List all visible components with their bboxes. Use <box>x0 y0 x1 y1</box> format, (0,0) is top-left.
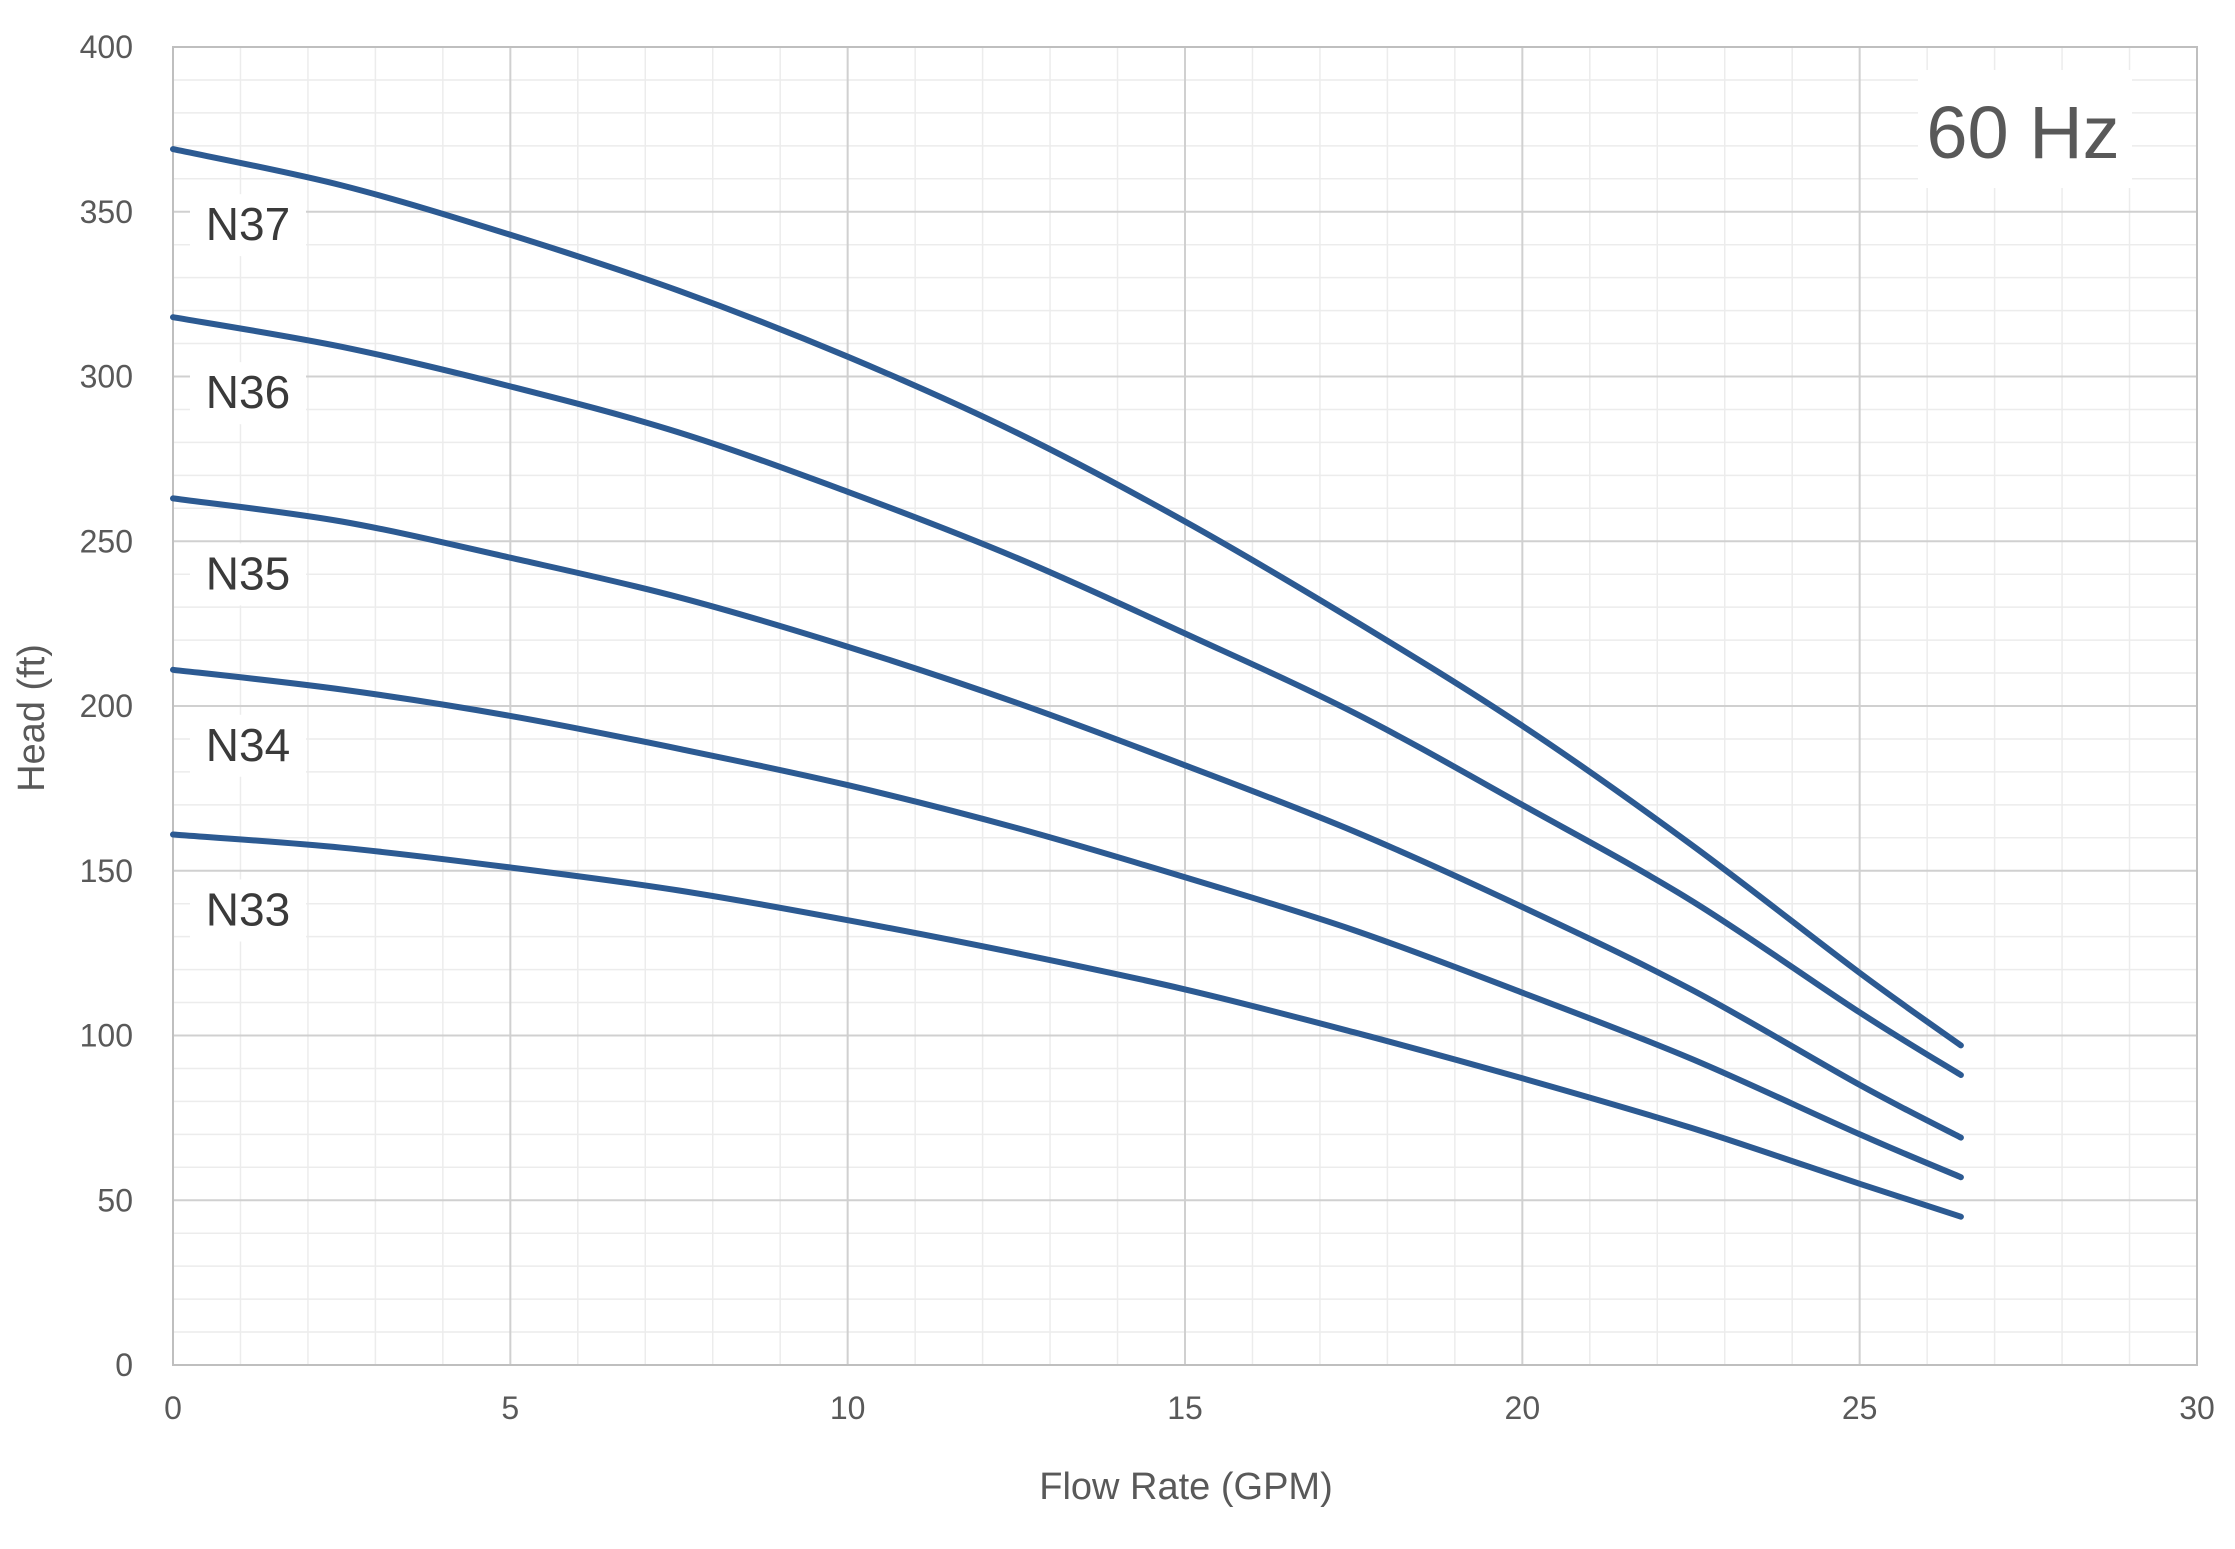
x-tick-label: 10 <box>830 1390 866 1426</box>
y-tick-labels: 0 50 100 150 200 250 300 350 400 <box>80 29 133 1383</box>
series-label-background <box>190 879 306 942</box>
y-tick-label: 200 <box>80 688 133 724</box>
series-labels: N37 N36 N35 N34 N33 <box>190 194 306 942</box>
series-line-n34 <box>170 666 1964 1181</box>
y-tick-label: 250 <box>80 523 133 559</box>
x-tick-label: 5 <box>501 1390 519 1426</box>
series-label-n37: N37 <box>206 198 290 250</box>
y-tick-label: 0 <box>115 1347 133 1383</box>
y-tick-label: 100 <box>80 1018 133 1054</box>
x-tick-label: 0 <box>164 1390 182 1426</box>
series-label-background <box>190 194 306 257</box>
annotation-background <box>1918 70 2132 188</box>
x-tick-labels: 0 5 10 15 20 25 30 <box>164 1390 2215 1426</box>
y-tick-label: 300 <box>80 359 133 395</box>
x-tick-label: 20 <box>1505 1390 1541 1426</box>
series-label-background <box>190 362 306 425</box>
plot-area-border <box>172 46 2198 1366</box>
y-axis-title: Head (ft) <box>11 644 53 792</box>
series-line-n36 <box>170 314 1964 1078</box>
x-tick-label: 30 <box>2179 1390 2215 1426</box>
y-tick-label: 350 <box>80 194 133 230</box>
series-line-n35 <box>170 495 1964 1141</box>
y-tick-label: 150 <box>80 853 133 889</box>
y-tick-label: 50 <box>97 1182 133 1218</box>
series-label-n36: N36 <box>206 366 290 418</box>
series-label-n33: N33 <box>206 884 290 936</box>
series-label-n34: N34 <box>206 719 290 771</box>
series-lines <box>170 146 1964 1220</box>
series-label-background <box>190 543 306 606</box>
x-axis-title: Flow Rate (GPM) <box>1039 1466 1332 1508</box>
series-label-background <box>190 714 306 777</box>
x-tick-label: 25 <box>1842 1390 1878 1426</box>
series-label-n35: N35 <box>206 547 290 599</box>
x-tick-label: 15 <box>1167 1390 1203 1426</box>
series-line-n33 <box>170 831 1964 1220</box>
y-tick-label: 400 <box>80 29 133 65</box>
frequency-annotation: 60 Hz <box>1926 91 2119 174</box>
series-line-n37 <box>170 146 1964 1049</box>
